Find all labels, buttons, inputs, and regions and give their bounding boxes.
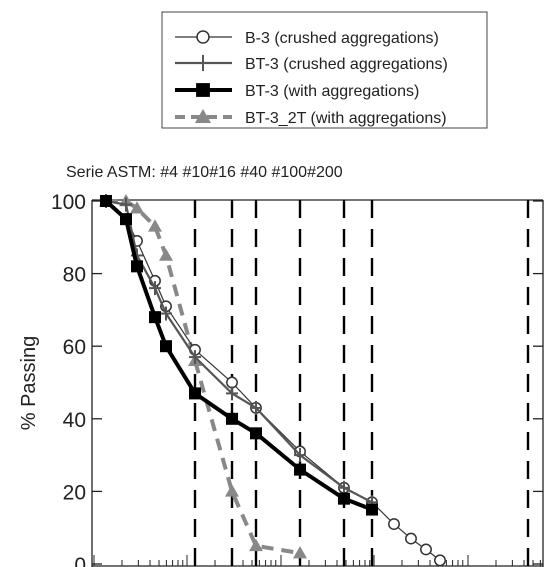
y-ticks: 0 20 40 60 80 100: [51, 191, 543, 567]
legend-label: BT-3 (with aggregations): [245, 83, 419, 100]
legend-marker: [196, 83, 210, 97]
series-line: [104, 199, 373, 512]
x-minor-ticks: [93, 555, 541, 566]
y-axis-label: % Passing: [18, 336, 40, 431]
legend-box: [161, 11, 488, 129]
data-point: [120, 213, 132, 226]
data-point: [434, 554, 446, 567]
series-4: [99, 194, 307, 559]
data-point: [338, 492, 350, 505]
y-tick-label: 0: [74, 554, 86, 567]
y-tick-label: 20: [63, 481, 86, 504]
y-tick-label: 60: [63, 336, 86, 359]
y-tick-label: 100: [51, 191, 86, 214]
legend-label: BT-3_2T (with aggregations): [245, 110, 447, 127]
data-point: [160, 340, 172, 353]
data-point: [294, 463, 306, 476]
legend-entry: BT-3_2T (with aggregations): [175, 108, 447, 127]
series-1: [100, 195, 446, 567]
series-line: [105, 200, 441, 561]
data-point: [189, 350, 201, 365]
series-3: [100, 195, 378, 516]
plot-frame: [91, 199, 544, 567]
data-point: [120, 197, 132, 212]
data-point: [250, 400, 262, 415]
data-point: [338, 480, 350, 495]
legend-entry: BT-3 (with aggregations): [175, 83, 419, 100]
data-point: [249, 538, 263, 552]
legend-label: BT-3 (crushed aggregations): [245, 56, 448, 73]
data-point: [226, 376, 238, 389]
data-point: [160, 306, 172, 321]
sieve-lines: [193, 200, 530, 566]
data-point: [388, 518, 400, 531]
data-point: [405, 532, 417, 545]
data-point: [159, 248, 173, 261]
data-point: [100, 195, 112, 207]
data-point: [226, 412, 238, 425]
legend: B-3 (crushed aggregations) BT-3 (crushed …: [161, 11, 488, 129]
legend-marker: [196, 54, 210, 72]
y-tick-label: 40: [63, 409, 86, 432]
data-point: [149, 281, 161, 296]
legend-entry: B-3 (crushed aggregations): [175, 30, 439, 47]
legend-marker: [196, 30, 210, 44]
legend-entry: BT-3 (crushed aggregations): [175, 54, 448, 73]
series-line: [105, 199, 373, 504]
data-point: [131, 260, 143, 273]
series-2: [100, 194, 378, 510]
series-layer: [99, 194, 446, 567]
y-tick-label: 80: [63, 264, 86, 287]
legend-label: B-3 (crushed aggregations): [245, 30, 439, 47]
data-point: [250, 427, 262, 440]
data-point: [294, 448, 306, 463]
data-point: [293, 546, 307, 559]
data-point: [149, 311, 161, 324]
data-point: [366, 503, 378, 516]
sieve-series-label: Serie ASTM: #4 #10#16 #40 #100#200: [66, 164, 343, 181]
data-point: [130, 201, 144, 214]
legend-marker: [194, 108, 212, 124]
data-point: [226, 386, 238, 401]
data-point: [189, 387, 201, 400]
data-point: [225, 484, 239, 497]
data-point: [420, 543, 432, 556]
data-point: [148, 219, 162, 232]
